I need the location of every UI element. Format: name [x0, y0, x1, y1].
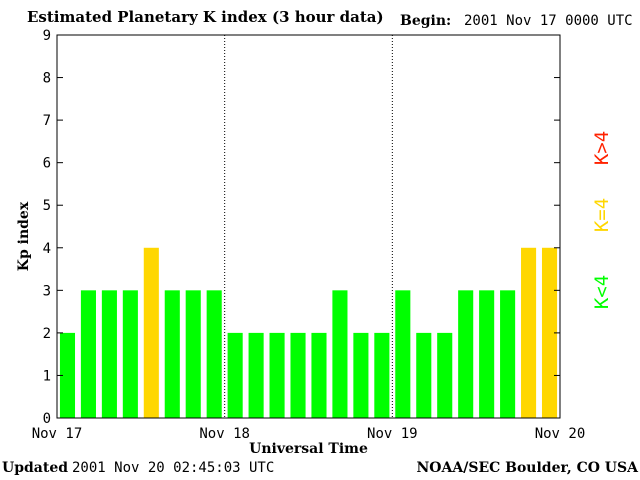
bar-5 [143, 247, 159, 418]
updated-value: 2001 Nov 20 02:45:03 UTC [72, 460, 275, 476]
x-axis-title: Universal Time [249, 441, 368, 457]
y-tick-label-0: 0 [43, 411, 51, 427]
bar-12 [290, 332, 306, 418]
bar-4 [122, 290, 138, 418]
bar-23 [521, 247, 537, 418]
bar-17 [395, 290, 411, 418]
bar-3 [101, 290, 117, 418]
x-tick-label-4: Nov 20 [535, 426, 586, 442]
chart-title: Estimated Planetary K index (3 hour data… [27, 8, 384, 26]
credit-text: NOAA/SEC Boulder, CO USA [416, 460, 639, 476]
bar-7 [185, 290, 201, 418]
bar-13 [311, 332, 327, 418]
bar-1 [59, 332, 76, 418]
x-axis: Nov 17 Nov 18 Nov 19 Nov 20 [32, 426, 586, 442]
bar-15 [353, 332, 369, 418]
legend: K<4 K=4 K>4 [591, 131, 613, 309]
y-tick-label-4: 4 [43, 241, 51, 257]
bar-11 [269, 332, 285, 418]
y-tick-label-8: 8 [43, 71, 51, 87]
x-tick-label-3: Nov 19 [367, 426, 418, 442]
begin-label: Begin: [400, 13, 452, 29]
bar-10 [248, 332, 264, 418]
y-tick-label-3: 3 [43, 283, 51, 299]
begin-value: 2001 Nov 17 0000 UTC [464, 13, 633, 29]
bar-14 [332, 290, 348, 418]
y-axis: 0 1 2 3 4 5 6 7 8 9 [43, 28, 560, 427]
y-tick-label-7: 7 [43, 113, 51, 129]
bar-16 [374, 332, 390, 418]
bar-18 [416, 332, 432, 418]
bar-24 [541, 247, 558, 418]
separators-layer [224, 35, 393, 418]
bar-20 [458, 290, 474, 418]
bar-22 [500, 290, 516, 418]
updated-label: Updated [2, 460, 69, 476]
y-axis-title: Kp index [16, 201, 32, 271]
bars-layer [59, 247, 558, 418]
bar-6 [164, 290, 180, 418]
x-tick-label-1: Nov 17 [32, 426, 83, 442]
y-tick-label-9: 9 [43, 28, 51, 44]
y-tick-label-1: 1 [43, 368, 51, 384]
bar-21 [479, 290, 495, 418]
bar-19 [437, 332, 453, 418]
bar-8 [206, 290, 222, 418]
y-tick-label-6: 6 [43, 156, 51, 172]
bar-9 [227, 332, 243, 418]
y-tick-label-2: 2 [43, 326, 51, 342]
legend-item-1: K<4 [591, 275, 613, 309]
y-tick-label-5: 5 [43, 198, 51, 214]
plot-frame [56, 34, 561, 419]
bar-2 [80, 290, 96, 418]
x-tick-label-2: Nov 18 [199, 426, 250, 442]
legend-item-2: K=4 [591, 198, 613, 232]
legend-item-3: K>4 [591, 131, 613, 165]
